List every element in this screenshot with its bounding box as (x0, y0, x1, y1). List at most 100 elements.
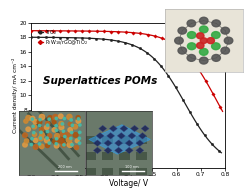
Circle shape (37, 120, 42, 124)
Polygon shape (120, 125, 128, 132)
Circle shape (33, 145, 38, 149)
Circle shape (212, 20, 220, 27)
Polygon shape (125, 140, 133, 146)
Circle shape (60, 131, 66, 136)
Bar (102, 152, 113, 160)
X-axis label: Voltage/ V: Voltage/ V (108, 179, 148, 188)
Bar (119, 168, 130, 176)
Circle shape (66, 132, 71, 137)
Circle shape (40, 144, 44, 149)
Circle shape (38, 136, 43, 141)
Circle shape (40, 132, 44, 137)
Circle shape (46, 124, 49, 126)
Circle shape (64, 135, 66, 138)
Circle shape (188, 32, 196, 38)
Circle shape (39, 114, 45, 120)
Circle shape (71, 124, 74, 126)
Circle shape (76, 116, 80, 119)
Circle shape (63, 144, 65, 146)
Circle shape (53, 139, 58, 144)
Circle shape (24, 119, 28, 123)
Polygon shape (115, 140, 122, 146)
Circle shape (44, 125, 49, 130)
Circle shape (48, 134, 52, 138)
Circle shape (38, 124, 41, 127)
Circle shape (23, 133, 27, 137)
Circle shape (54, 133, 60, 139)
Circle shape (78, 131, 81, 133)
Circle shape (59, 138, 64, 143)
Circle shape (30, 116, 35, 121)
Circle shape (196, 33, 204, 39)
Circle shape (221, 47, 230, 54)
Circle shape (54, 144, 59, 148)
Polygon shape (107, 133, 115, 139)
Y-axis label: Current density/ mA cm⁻²: Current density/ mA cm⁻² (12, 58, 18, 133)
Circle shape (178, 27, 186, 34)
Polygon shape (96, 133, 104, 139)
Circle shape (200, 38, 207, 43)
Bar (136, 168, 147, 176)
Polygon shape (130, 125, 138, 132)
Polygon shape (136, 147, 144, 154)
Circle shape (32, 132, 35, 134)
Bar (85, 168, 96, 176)
Circle shape (55, 117, 58, 119)
Text: 100 nm: 100 nm (125, 165, 139, 169)
Circle shape (188, 43, 196, 50)
Circle shape (53, 115, 58, 120)
Circle shape (75, 139, 79, 143)
Circle shape (58, 114, 63, 119)
Circle shape (175, 37, 183, 44)
Circle shape (71, 144, 73, 146)
Bar (102, 168, 113, 176)
Circle shape (200, 57, 208, 64)
Circle shape (23, 143, 27, 147)
Circle shape (46, 121, 50, 125)
Circle shape (55, 143, 58, 145)
Text: 200 nm: 200 nm (58, 165, 72, 169)
Circle shape (200, 48, 208, 55)
Circle shape (52, 120, 56, 124)
Circle shape (55, 138, 58, 140)
Circle shape (187, 54, 196, 61)
Circle shape (73, 124, 78, 129)
Circle shape (68, 128, 72, 132)
Circle shape (67, 114, 72, 119)
Circle shape (224, 37, 233, 44)
Circle shape (55, 125, 57, 127)
Circle shape (26, 127, 30, 131)
Polygon shape (104, 147, 112, 154)
Circle shape (32, 132, 36, 136)
Circle shape (78, 137, 80, 139)
Polygon shape (115, 147, 122, 154)
Circle shape (40, 127, 44, 132)
Bar (119, 152, 130, 160)
Circle shape (207, 38, 214, 44)
Circle shape (31, 138, 33, 140)
Bar (136, 136, 147, 144)
Polygon shape (99, 125, 107, 132)
Circle shape (38, 143, 41, 145)
Circle shape (48, 118, 50, 120)
Circle shape (196, 43, 204, 49)
Circle shape (187, 20, 196, 27)
Circle shape (79, 124, 81, 126)
Bar (136, 152, 147, 160)
Circle shape (68, 122, 72, 126)
Circle shape (34, 138, 38, 143)
Polygon shape (89, 125, 150, 154)
Circle shape (70, 119, 72, 121)
Polygon shape (117, 133, 125, 139)
Circle shape (62, 130, 64, 132)
Circle shape (61, 142, 66, 147)
Circle shape (77, 118, 80, 120)
Polygon shape (94, 140, 102, 146)
Circle shape (32, 125, 34, 127)
Circle shape (66, 137, 72, 143)
Polygon shape (138, 133, 146, 139)
Circle shape (52, 128, 57, 132)
Circle shape (178, 47, 186, 54)
Circle shape (46, 130, 48, 133)
Circle shape (59, 122, 64, 126)
